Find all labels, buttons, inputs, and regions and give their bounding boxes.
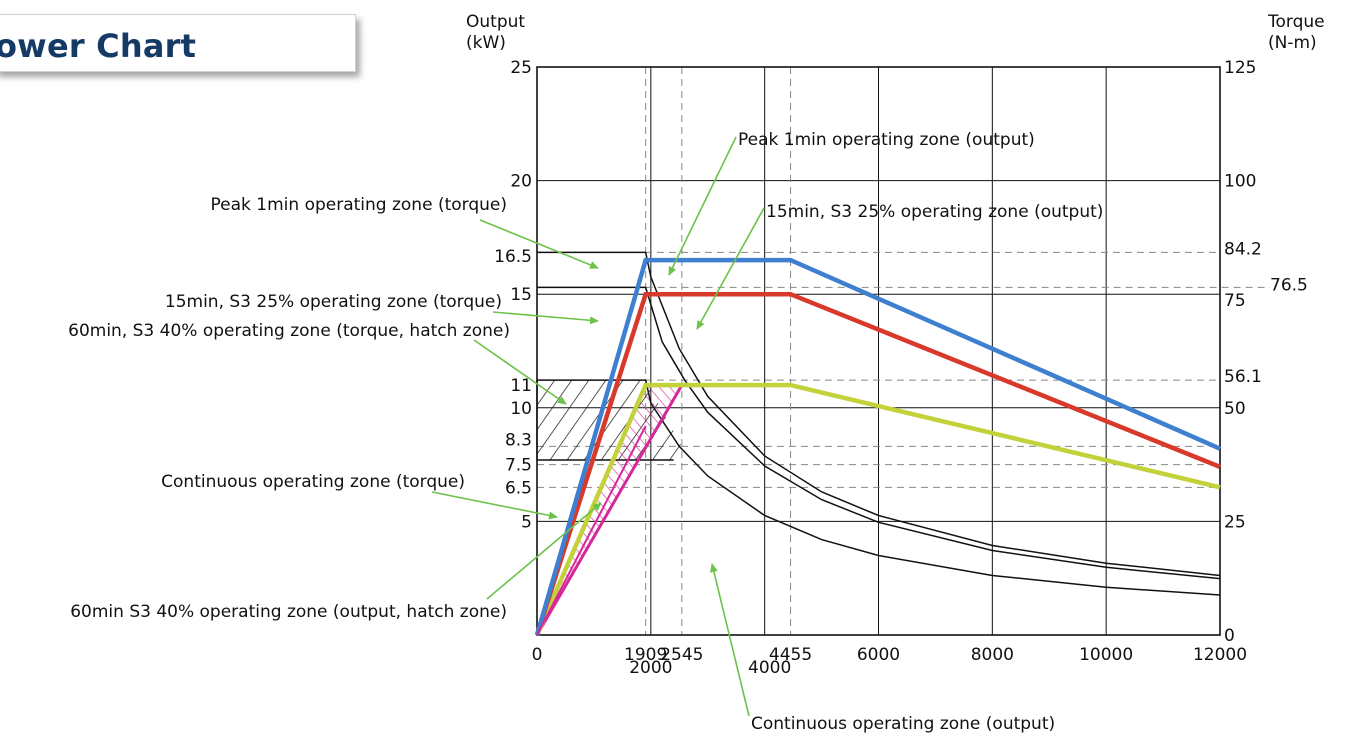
y-right-tick-label: 76.5 xyxy=(1270,275,1308,295)
y-left-tick-label: 6.5 xyxy=(505,478,532,498)
annotation-arrow xyxy=(696,207,765,330)
y-right-tick-label: 56.1 xyxy=(1224,367,1262,387)
torque-curve-s3_40 xyxy=(537,379,1221,596)
annotation-s3_40_torque: 60min, S3 40% operating zone (torque, ha… xyxy=(68,321,567,405)
y-left-tick-label: 10 xyxy=(510,399,532,419)
y-left-tick-label: 5 xyxy=(521,512,532,532)
y-right-axis-title: Torque xyxy=(1267,12,1325,32)
torque-curve-peak xyxy=(537,251,1221,577)
annotation-arrow xyxy=(710,563,750,717)
y-left-tick-label: 7.5 xyxy=(505,456,532,476)
y-left-tick-label: 11 xyxy=(510,376,532,396)
output-curve-s3_25 xyxy=(534,291,1221,636)
output-curve-continuous-edge xyxy=(536,425,647,636)
annotation-label: Peak 1min operating zone (torque) xyxy=(211,195,507,215)
y-right-tick-label: 125 xyxy=(1224,58,1256,78)
output-curve-continuous xyxy=(535,384,684,636)
x-tick-label: 10000 xyxy=(1079,645,1133,665)
output-curve-s3_40 xyxy=(534,382,1221,636)
grid xyxy=(537,67,1220,635)
output-curve-peak xyxy=(534,257,1221,636)
y-left-axis-unit: (kW) xyxy=(466,33,506,53)
annotation-arrow xyxy=(668,136,737,276)
annotation-label: Peak 1min operating zone (output) xyxy=(738,130,1035,150)
y-right-tick-label: 84.2 xyxy=(1224,239,1262,259)
annotation-label: 60min S3 40% operating zone (output, hat… xyxy=(70,602,507,622)
y-left-tick-label: 20 xyxy=(510,172,532,192)
annotation-arrow xyxy=(473,339,567,405)
y-left-tick-label: 15 xyxy=(510,285,532,305)
annotation-peak_torque: Peak 1min operating zone (torque) xyxy=(211,195,599,269)
annotation-arrow xyxy=(492,311,599,325)
annotation-label: Continuous operating zone (output) xyxy=(751,714,1055,733)
torque-curve-s3_25 xyxy=(537,286,1221,580)
annotation-s3_40_output: 60min S3 40% operating zone (output, hat… xyxy=(70,502,602,622)
x-tick-label: 0 xyxy=(532,645,543,665)
annotation-arrow xyxy=(486,502,602,600)
annotation-cont_output: Continuous operating zone (output) xyxy=(710,563,1055,733)
annotation-label: 60min, S3 40% operating zone (torque, ha… xyxy=(68,321,510,341)
y-left-tick-label: 16.5 xyxy=(494,247,532,267)
title-box: ower Chart xyxy=(0,14,356,72)
x-mark-label: 2545 xyxy=(660,645,703,665)
guide-lines xyxy=(537,67,1270,635)
x-tick-label: 2000 xyxy=(629,658,672,678)
annotation-label: Continuous operating zone (torque) xyxy=(161,472,465,492)
annotation-label: 15min, S3 25% operating zone (output) xyxy=(766,202,1103,222)
x-tick-label: 6000 xyxy=(857,645,900,665)
x-tick-label: 8000 xyxy=(971,645,1014,665)
x-mark-label: 4455 xyxy=(769,645,812,665)
x-tick-label: 4000 xyxy=(748,658,791,678)
annotation-label: 15min, S3 25% operating zone (torque) xyxy=(165,292,502,312)
annotation-cont_torque: Continuous operating zone (torque) xyxy=(161,472,558,520)
y-right-tick-label: 100 xyxy=(1224,172,1256,192)
y-right-tick-label: 25 xyxy=(1224,512,1246,532)
y-right-tick-label: 0 xyxy=(1224,626,1235,646)
y-right-axis-unit: (N-m) xyxy=(1268,33,1317,53)
plot-frame xyxy=(536,66,1221,636)
y-right-tick-label: 50 xyxy=(1224,399,1246,419)
annotation-arrow xyxy=(479,219,599,269)
y-right-tick-label: 75 xyxy=(1224,291,1246,311)
y-left-tick-label: 8.3 xyxy=(505,430,532,450)
x-tick-label: 12000 xyxy=(1193,645,1247,665)
x-mark-label: 1909 xyxy=(624,645,667,665)
annotation-s3_25_torque: 15min, S3 25% operating zone (torque) xyxy=(165,292,599,325)
chart-title: ower Chart xyxy=(0,27,197,65)
annotation-s3_25_output: 15min, S3 25% operating zone (output) xyxy=(696,202,1103,330)
annotation-arrow xyxy=(431,491,558,520)
y-left-axis-title: Output xyxy=(466,12,525,32)
annotation-peak_output: Peak 1min operating zone (output) xyxy=(668,130,1035,276)
y-left-tick-label: 25 xyxy=(510,58,532,78)
